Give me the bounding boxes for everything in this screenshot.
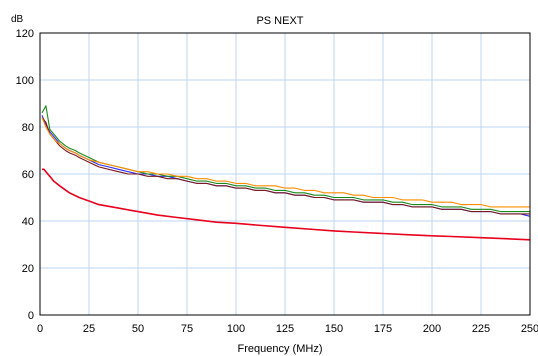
y-tick-label: 120 (16, 28, 34, 40)
x-tick-label: 75 (181, 323, 193, 335)
tick-labels: 0 25 50 75 100 125 150 175 200 225 250 0 20 40 60 80 100… (16, 28, 538, 335)
x-tick-label: 225 (472, 323, 490, 335)
x-tick-label: 200 (423, 323, 441, 335)
x-tick-label: 250 (521, 323, 538, 335)
y-tick-label: 0 (28, 310, 34, 322)
y-axis-label: dB (11, 14, 24, 25)
series-line-3 (41, 117, 530, 215)
series-group (41, 105, 531, 241)
x-axis-label: Frequency (MHz) (238, 343, 323, 355)
series-line-4 (41, 117, 530, 208)
grid (40, 33, 530, 315)
x-tick-label: 0 (37, 323, 43, 335)
x-tick-label: 100 (227, 323, 245, 335)
series-line-5 (42, 168, 531, 241)
y-tick-label: 60 (22, 169, 34, 181)
y-tick-label: 100 (16, 75, 34, 87)
y-tick-label: 40 (22, 216, 34, 228)
y-tick-label: 80 (22, 122, 34, 134)
plot-frame (39, 32, 531, 316)
series-line-2 (41, 105, 530, 213)
y-tick-label: 20 (22, 263, 34, 275)
x-tick-label: 25 (83, 323, 95, 335)
x-tick-label: 50 (132, 323, 144, 335)
chart-title: PS NEXT (256, 15, 303, 27)
x-tick-label: 150 (325, 323, 343, 335)
x-tick-label: 175 (374, 323, 392, 335)
x-tick-label: 125 (276, 323, 294, 335)
